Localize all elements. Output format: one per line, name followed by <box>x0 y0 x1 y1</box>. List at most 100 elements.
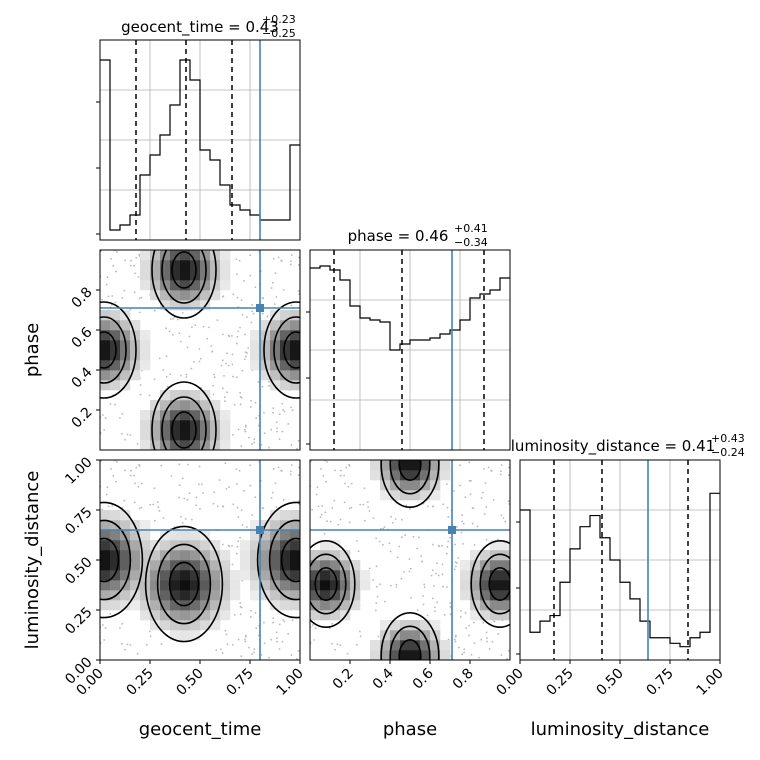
sample-point <box>468 461 471 464</box>
density-cell <box>180 530 191 541</box>
sample-point <box>231 334 233 337</box>
density-cell <box>160 400 171 411</box>
sample-point <box>185 373 188 376</box>
density-cell <box>290 330 300 341</box>
sample-point <box>121 642 123 645</box>
x-tick-label: 0.25 <box>123 666 156 699</box>
density-cell <box>100 350 111 361</box>
sample-point <box>433 606 436 609</box>
sample-point <box>126 433 129 436</box>
sample-point <box>287 633 290 635</box>
sample-point <box>107 295 110 298</box>
density-cell <box>150 270 161 281</box>
density-cell <box>400 650 411 660</box>
sample-point <box>456 526 458 528</box>
density-cell <box>150 410 161 421</box>
density-cell <box>330 560 341 571</box>
density-cell <box>250 590 261 601</box>
sample-point <box>137 485 140 488</box>
density-cell <box>500 570 510 581</box>
density-cell <box>110 580 121 591</box>
sample-point <box>212 393 215 396</box>
density-cell <box>180 610 191 621</box>
sample-point <box>289 473 292 476</box>
density-cell <box>210 540 221 551</box>
density-cell <box>380 640 391 651</box>
sample-point <box>375 585 378 588</box>
density-cell <box>100 340 111 351</box>
geocent-time-histogram-panel: geocent_time = 0.43 +0.23 −0.25 <box>96 13 301 241</box>
sample-point <box>216 505 219 508</box>
density-cell <box>210 570 221 581</box>
density-cell <box>330 590 341 601</box>
sample-point <box>239 601 242 604</box>
y-tick-label: 0.8 <box>69 284 96 311</box>
axes-frame <box>99 39 301 241</box>
density-cell <box>310 570 321 581</box>
density-cell <box>420 480 431 491</box>
sample-point <box>464 611 467 614</box>
x-tick-label: 0.50 <box>173 666 206 699</box>
sample-point <box>235 273 238 276</box>
geocent-time-xlabel: geocent_time <box>139 719 262 740</box>
sample-point <box>152 503 155 506</box>
sample-point <box>347 485 350 488</box>
sample-point <box>139 393 142 396</box>
density-cell <box>100 380 111 391</box>
sample-point <box>255 627 258 629</box>
sample-point <box>239 605 242 608</box>
sample-point <box>377 635 380 638</box>
sample-point <box>383 600 386 603</box>
sample-point <box>480 497 483 499</box>
density-cell <box>260 560 271 571</box>
sample-point <box>158 510 161 512</box>
sample-point <box>290 304 293 307</box>
density-cell <box>280 510 291 521</box>
sample-point <box>220 364 223 367</box>
sample-point <box>133 474 136 477</box>
sample-point <box>311 508 313 511</box>
density-cell <box>130 320 141 331</box>
sample-point <box>261 312 264 315</box>
sample-point <box>499 473 502 476</box>
density-cell <box>170 620 181 631</box>
luminosity-distance-ylabel: luminosity_distance <box>22 471 43 650</box>
density-cell <box>180 260 191 271</box>
contour-line <box>283 331 300 369</box>
density-cell <box>250 560 261 571</box>
contour-line <box>171 411 197 449</box>
sample-point <box>275 506 278 508</box>
density-cell <box>390 460 401 471</box>
density-cell <box>220 270 231 281</box>
density-cell <box>170 250 181 261</box>
sample-point <box>282 619 285 621</box>
sample-point <box>222 543 224 546</box>
sample-point <box>348 463 351 466</box>
phase-histogram-panel: phase = 0.46 +0.41 −0.34 <box>306 222 511 451</box>
sample-point <box>178 332 181 335</box>
x-tick-label: 0.00 <box>493 666 526 699</box>
sample-point <box>225 352 228 355</box>
density-cell <box>100 520 111 531</box>
sample-point <box>169 373 172 376</box>
density-cell <box>150 250 161 261</box>
sample-point <box>124 648 126 651</box>
density-cell <box>140 600 151 611</box>
sample-point <box>186 463 189 466</box>
density-cell <box>100 600 111 611</box>
x-tick-label: 0.8 <box>450 666 477 693</box>
sample-point <box>433 584 435 587</box>
y-tick-label: 0.75 <box>62 504 95 537</box>
density-cell <box>190 580 201 591</box>
density-cell <box>280 320 291 331</box>
density-cell <box>310 610 321 621</box>
density-cell <box>130 530 141 541</box>
density-cell <box>470 560 481 571</box>
density-cell <box>430 640 441 651</box>
title-main: geocent_time = 0.43 <box>121 18 279 37</box>
density-cell <box>160 290 171 301</box>
contour-line <box>156 543 212 625</box>
sample-point <box>157 506 160 509</box>
density-cell <box>160 390 171 401</box>
density-cell <box>140 440 151 450</box>
